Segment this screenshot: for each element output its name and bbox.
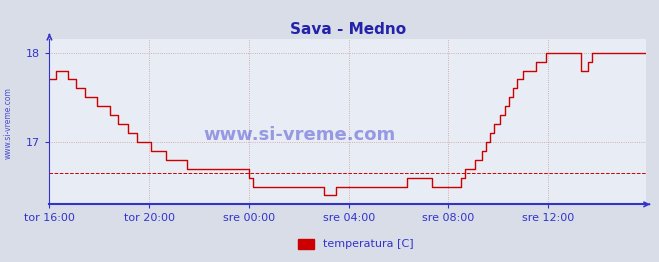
Text: www.si-vreme.com: www.si-vreme.com xyxy=(204,126,396,144)
Legend: temperatura [C]: temperatura [C] xyxy=(293,234,418,254)
Text: www.si-vreme.com: www.si-vreme.com xyxy=(4,87,13,159)
Title: Sava - Medno: Sava - Medno xyxy=(289,22,406,37)
